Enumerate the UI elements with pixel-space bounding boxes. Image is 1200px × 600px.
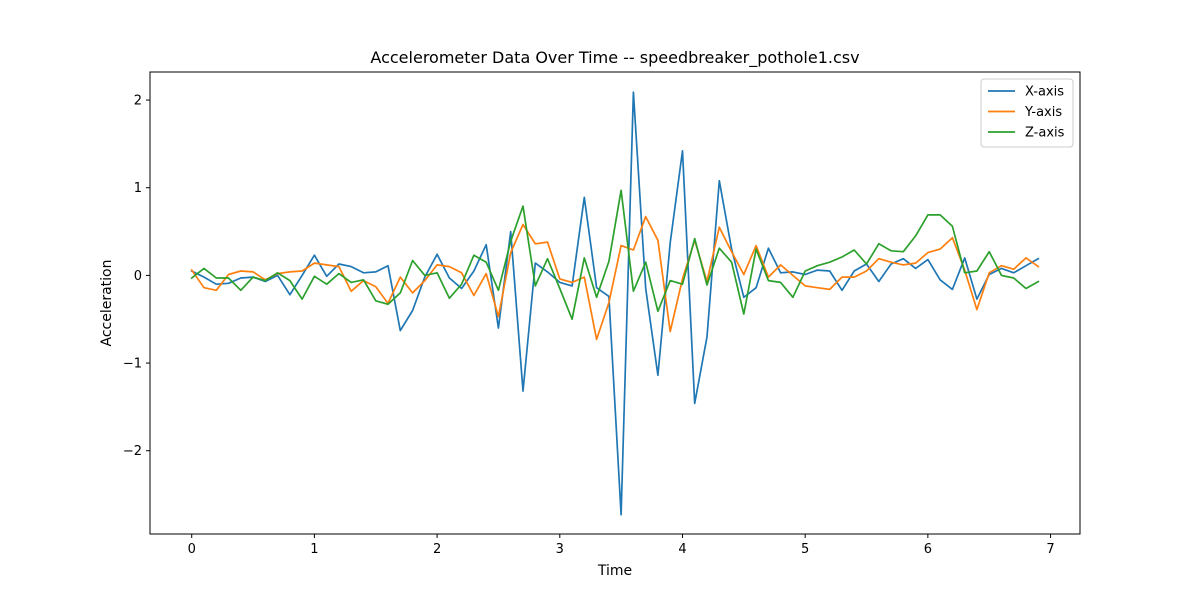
y-tick-label: 2 xyxy=(134,94,142,109)
series-line-z-axis xyxy=(190,189,1040,321)
y-tick-label: −2 xyxy=(123,444,142,459)
x-tick-label: 4 xyxy=(678,542,686,557)
legend-box xyxy=(980,78,1074,148)
x-tick-label: 0 xyxy=(188,542,196,557)
x-tick-label: 5 xyxy=(801,542,809,557)
series-lines xyxy=(190,91,1040,516)
legend-label-z-axis: Z-axis xyxy=(1025,126,1065,141)
x-tick-label: 6 xyxy=(924,542,932,557)
y-tick-label: −1 xyxy=(123,357,142,372)
x-axis-ticks: 0 1 2 3 4 5 6 7 xyxy=(188,534,1055,557)
y-tick-label: 0 xyxy=(134,269,142,284)
legend-label-x-axis: X-axis xyxy=(1025,85,1064,100)
y-axis-label: Acceleration xyxy=(99,260,115,347)
y-axis-ticks: −2 −1 0 1 2 xyxy=(123,94,150,459)
x-tick-label: 2 xyxy=(433,542,441,557)
legend: X-axis Y-axis Z-axis xyxy=(980,78,1074,148)
x-tick-label: 1 xyxy=(310,542,318,557)
chart-title: Accelerometer Data Over Time -- speedbre… xyxy=(370,48,859,68)
plot-area-frame xyxy=(149,71,1081,535)
x-axis-label: Time xyxy=(597,563,632,579)
y-tick-label: 1 xyxy=(134,181,142,196)
x-tick-label: 3 xyxy=(556,542,564,557)
series-line-x-axis xyxy=(190,91,1040,516)
legend-label-y-axis: Y-axis xyxy=(1024,105,1062,120)
series-line-y-axis xyxy=(190,215,1040,341)
x-tick-label: 7 xyxy=(1046,542,1054,557)
